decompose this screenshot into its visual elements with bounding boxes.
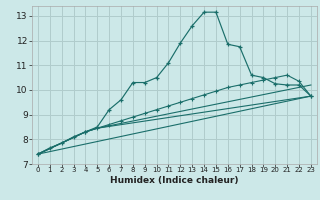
X-axis label: Humidex (Indice chaleur): Humidex (Indice chaleur) (110, 176, 239, 185)
